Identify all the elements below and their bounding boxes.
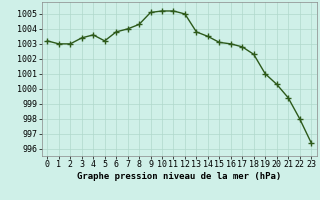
X-axis label: Graphe pression niveau de la mer (hPa): Graphe pression niveau de la mer (hPa) — [77, 172, 281, 181]
